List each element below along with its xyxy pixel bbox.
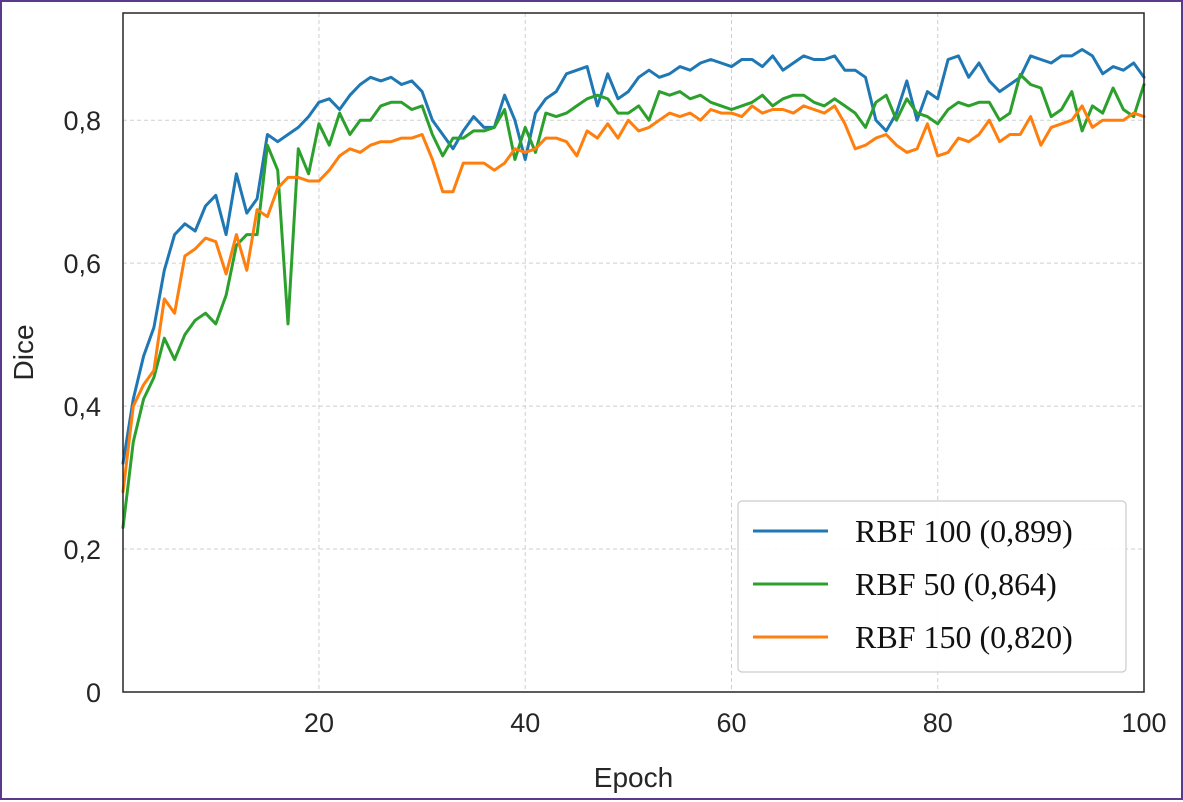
legend-label: RBF 50 (0,864): [855, 566, 1057, 602]
y-tick-label: 0: [86, 678, 101, 708]
axis-ticks: 20 40 60 80 100 0 0,2 0,4 0,6 0,8: [63, 106, 1166, 738]
x-axis-label: Epoch: [594, 762, 673, 793]
x-tick-label: 20: [304, 708, 334, 738]
legend-box: [737, 500, 1127, 673]
legend-label: RBF 150 (0,820): [855, 619, 1073, 655]
legend: RBF 100 (0,899) RBF 50 (0,864) RBF 150 (0,…: [737, 500, 1127, 673]
x-tick-label: 60: [716, 708, 746, 738]
legend-label: RBF 100 (0,899): [855, 513, 1073, 549]
y-tick-label: 0,4: [63, 392, 101, 422]
y-axis-label: Dice: [8, 324, 39, 380]
series-lines: [121, 48, 1146, 530]
y-tick-label: 0,8: [63, 106, 101, 136]
x-tick-label: 80: [923, 708, 953, 738]
x-tick-label: 40: [510, 708, 540, 738]
y-tick-label: 0,6: [63, 249, 101, 279]
plot-area: [122, 12, 1145, 693]
y-tick-label: 0,2: [63, 535, 101, 565]
x-tick-label: 100: [1121, 708, 1166, 738]
series-line-2: [121, 73, 1146, 530]
series-line-1: [121, 48, 1146, 465]
series-line-3: [121, 104, 1146, 494]
